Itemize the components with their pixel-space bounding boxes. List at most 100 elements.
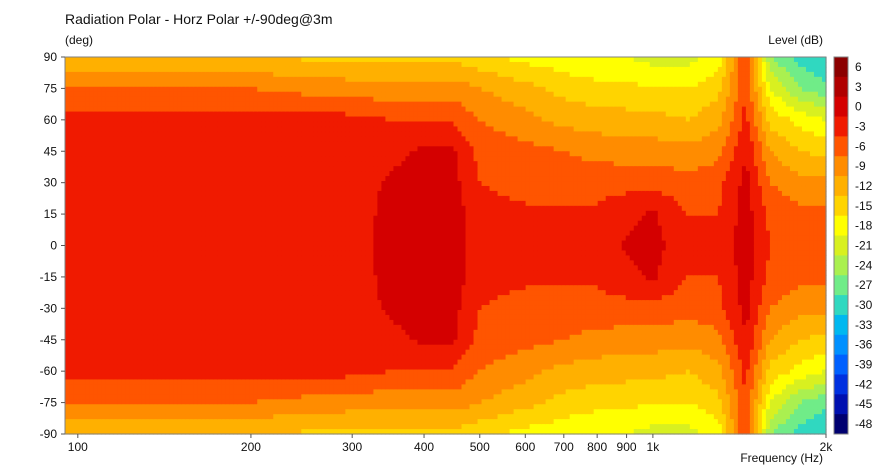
heatmap-cell (209, 399, 214, 405)
heatmap-cell (313, 61, 318, 68)
heatmap-cell (113, 136, 118, 142)
heatmap-cell (293, 106, 298, 113)
heatmap-cell (89, 245, 94, 252)
heatmap-cell (189, 389, 194, 395)
heatmap-cell (93, 334, 98, 341)
heatmap-cell (277, 240, 282, 247)
heatmap-cell (253, 344, 258, 351)
heatmap-cell (273, 185, 278, 192)
heatmap-cell (193, 205, 198, 212)
heatmap-cell (269, 324, 274, 331)
heatmap-cell (261, 185, 266, 192)
heatmap-cell (185, 225, 190, 232)
heatmap-cell (197, 319, 202, 326)
heatmap-cell (101, 66, 106, 73)
heatmap-cell (117, 265, 122, 271)
heatmap-cell (321, 57, 326, 63)
heatmap-cell (213, 81, 218, 88)
heatmap-cell (93, 230, 98, 237)
heatmap-cell (301, 116, 306, 123)
heatmap-cell (77, 424, 82, 430)
heatmap-cell (265, 245, 270, 252)
heatmap-cell (245, 215, 250, 222)
heatmap-cell (153, 200, 158, 207)
heatmap-cell (229, 399, 234, 405)
heatmap-cell (253, 131, 258, 137)
heatmap-cell (73, 260, 78, 266)
heatmap-cell (121, 344, 126, 351)
heatmap-cell (221, 344, 226, 351)
heatmap-cell (325, 305, 330, 311)
heatmap-cell (201, 235, 206, 242)
heatmap-cell (225, 81, 230, 88)
heatmap-cell (237, 210, 242, 217)
heatmap-cell (181, 81, 186, 88)
heatmap-cell (289, 285, 294, 291)
heatmap-cell (117, 220, 122, 227)
heatmap-cell (145, 205, 150, 212)
heatmap-cell (221, 156, 226, 162)
heatmap-cell (317, 339, 322, 346)
heatmap-cell (169, 151, 174, 157)
heatmap-cell (161, 106, 166, 113)
heatmap-cell (217, 290, 222, 296)
heatmap-cell (177, 136, 182, 142)
heatmap-cell (233, 76, 238, 83)
heatmap-cell (185, 265, 190, 271)
heatmap-cell (97, 285, 102, 291)
heatmap-cell (77, 384, 82, 390)
heatmap-cell (237, 146, 242, 152)
heatmap-cell (129, 305, 134, 311)
heatmap-cell (89, 275, 94, 281)
heatmap-cell (117, 300, 122, 306)
heatmap-cell (129, 389, 134, 395)
heatmap-cell (241, 309, 246, 316)
heatmap-cell (193, 86, 198, 93)
heatmap-cell (261, 210, 266, 217)
heatmap-cell (257, 240, 262, 247)
heatmap-cell (149, 225, 154, 232)
heatmap-cell (237, 280, 242, 286)
heatmap-cell (137, 71, 142, 78)
heatmap-cell (181, 76, 186, 83)
heatmap-cell (153, 305, 158, 311)
heatmap-cell (217, 305, 222, 311)
heatmap-cell (229, 141, 234, 147)
heatmap-cell (113, 161, 118, 167)
heatmap-cell (169, 389, 174, 395)
heatmap-cell (189, 339, 194, 346)
heatmap-cell (273, 91, 278, 98)
heatmap-cell (89, 121, 94, 128)
heatmap-cell (201, 409, 206, 415)
heatmap-cell (217, 166, 222, 172)
heatmap-cell (81, 334, 86, 341)
heatmap-cell (253, 61, 258, 68)
heatmap-cell (205, 176, 210, 182)
heatmap-cell (129, 181, 134, 187)
heatmap-cell (69, 86, 74, 93)
heatmap-cell (317, 409, 322, 415)
heatmap-cell (169, 71, 174, 78)
heatmap-cell (265, 220, 270, 227)
heatmap-cell (97, 404, 102, 410)
heatmap-cell (269, 106, 274, 113)
heatmap-cell (113, 106, 118, 113)
heatmap-cell (285, 121, 290, 128)
heatmap-cell (293, 220, 298, 227)
heatmap-cell (317, 344, 322, 351)
heatmap-cell (233, 91, 238, 98)
heatmap-cell (89, 71, 94, 78)
heatmap-cell (209, 101, 214, 108)
heatmap-cell (317, 260, 322, 266)
heatmap-cell (233, 324, 238, 331)
heatmap-cell (193, 424, 198, 430)
heatmap-cell (217, 86, 222, 93)
heatmap-cell (173, 394, 178, 400)
heatmap-cell (309, 61, 314, 68)
heatmap-cell (261, 156, 266, 162)
heatmap-cell (109, 255, 114, 261)
heatmap-cell (241, 334, 246, 341)
heatmap-cell (85, 151, 90, 157)
heatmap-cell (89, 101, 94, 108)
heatmap-cell (93, 280, 98, 286)
